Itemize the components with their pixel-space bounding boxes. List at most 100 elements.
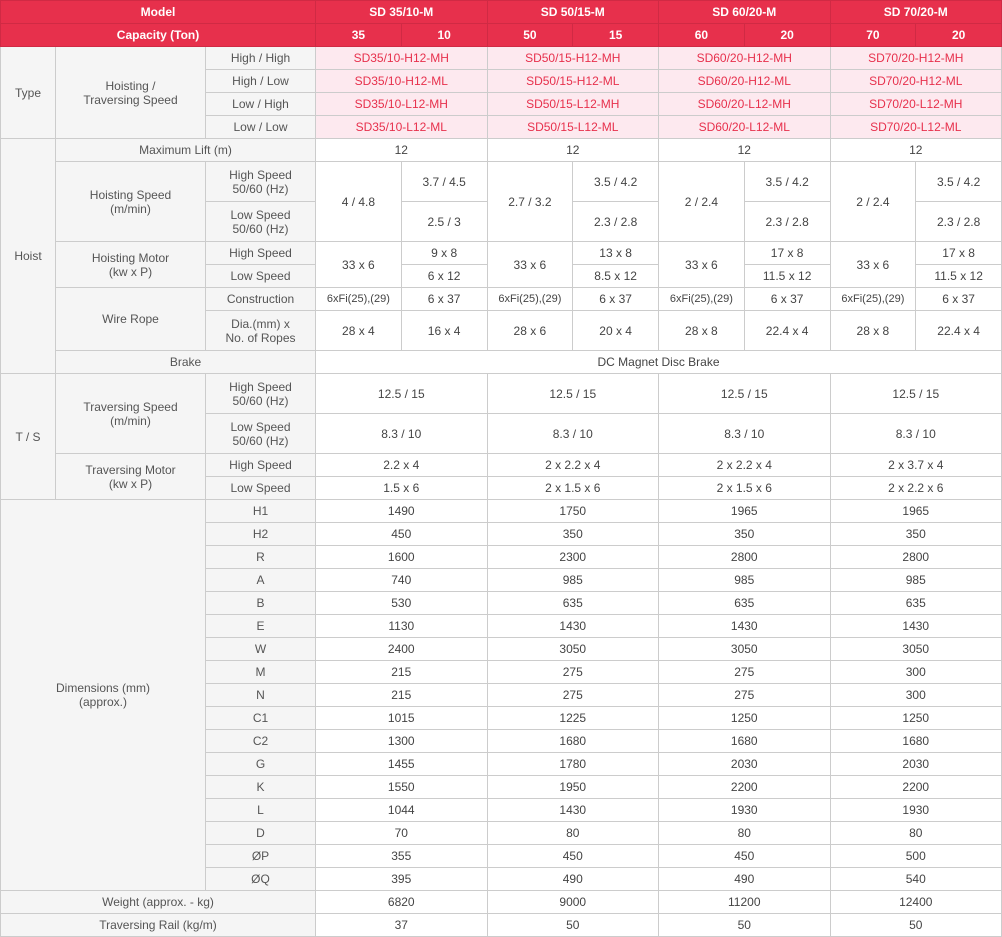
hs-main-1: 2.7 / 3.2 xyxy=(487,162,573,242)
tmotor-highlbl: High Speed xyxy=(206,454,316,477)
hoist-group: Hoist xyxy=(1,139,56,374)
tmotor-label: Traversing Motor (kw x P) xyxy=(56,454,206,500)
hs-auxh-2: 3.5 / 4.2 xyxy=(744,162,830,202)
dim-r10-0: 1300 xyxy=(316,730,488,753)
dim-r14-1: 80 xyxy=(487,822,659,845)
dim-r7-k: M xyxy=(206,661,316,684)
dim-r8-k: N xyxy=(206,684,316,707)
dim-r1-0: 450 xyxy=(316,523,488,546)
dim-r1-1: 350 xyxy=(487,523,659,546)
rail-1: 50 xyxy=(487,914,659,937)
dim-r6-3: 3050 xyxy=(830,638,1002,661)
dim-r13-k: L xyxy=(206,799,316,822)
tmh-1: 2 x 2.2 x 4 xyxy=(487,454,659,477)
dim-r2-k: R xyxy=(206,546,316,569)
type-r3c1: SD50/15-L12-ML xyxy=(487,116,659,139)
type-r3c0: SD35/10-L12-ML xyxy=(316,116,488,139)
hspeed-highlbl: High Speed 50/60 (Hz) xyxy=(206,162,316,202)
hm-auxl-1: 8.5 x 12 xyxy=(573,265,659,288)
dim-r2-1: 2300 xyxy=(487,546,659,569)
dim-r4-2: 635 xyxy=(659,592,831,615)
maxlift-2: 12 xyxy=(659,139,831,162)
rail-3: 50 xyxy=(830,914,1002,937)
type-r1c2: SD60/20-H12-ML xyxy=(659,70,831,93)
hs-auxh-3: 3.5 / 4.2 xyxy=(916,162,1002,202)
hm-auxh-2: 17 x 8 xyxy=(744,242,830,265)
dim-r3-0: 740 xyxy=(316,569,488,592)
dim-r12-2: 2200 xyxy=(659,776,831,799)
type-rowlabel: Hoisting / Traversing Speed xyxy=(56,47,206,139)
dim-r8-2: 275 xyxy=(659,684,831,707)
hdr-capacity: Capacity (Ton) xyxy=(1,24,316,47)
tsl-2: 8.3 / 10 xyxy=(659,414,831,454)
hm-main-1: 33 x 6 xyxy=(487,242,573,288)
wr-c3: 6 x 37 xyxy=(573,288,659,311)
hdr-model: Model xyxy=(1,1,316,24)
cap-1: 10 xyxy=(401,24,487,47)
dim-r7-1: 275 xyxy=(487,661,659,684)
dim-r14-2: 80 xyxy=(659,822,831,845)
type-r3c3: SD70/20-L12-ML xyxy=(830,116,1002,139)
type-sub-2: Low / High xyxy=(206,93,316,116)
weight-label: Weight (approx. - kg) xyxy=(1,891,316,914)
wr-c2: 6xFi(25),(29) xyxy=(487,288,573,311)
wt-1: 9000 xyxy=(487,891,659,914)
dim-r8-1: 275 xyxy=(487,684,659,707)
dim-r6-k: W xyxy=(206,638,316,661)
dim-r13-0: 1044 xyxy=(316,799,488,822)
hmotor-label: Hoisting Motor (kw x P) xyxy=(56,242,206,288)
brake-label: Brake xyxy=(56,351,316,374)
dim-r0-k: H1 xyxy=(206,500,316,523)
spec-table: Model SD 35/10-M SD 50/15-M SD 60/20-M S… xyxy=(0,0,1002,937)
tspeed-label: Traversing Speed (m/min) xyxy=(56,374,206,454)
dim-r6-1: 3050 xyxy=(487,638,659,661)
wirerope-label: Wire Rope xyxy=(56,288,206,351)
cap-7: 20 xyxy=(916,24,1002,47)
dim-r13-3: 1930 xyxy=(830,799,1002,822)
dim-r9-0: 1015 xyxy=(316,707,488,730)
hs-main-2: 2 / 2.4 xyxy=(659,162,745,242)
dim-r0-0: 1490 xyxy=(316,500,488,523)
tspeed-highlbl: High Speed 50/60 (Hz) xyxy=(206,374,316,414)
wr-d7: 22.4 x 4 xyxy=(916,311,1002,351)
type-group: Type xyxy=(1,47,56,139)
tsl-3: 8.3 / 10 xyxy=(830,414,1002,454)
dim-r0-1: 1750 xyxy=(487,500,659,523)
type-r0c3: SD70/20-H12-MH xyxy=(830,47,1002,70)
hm-main-2: 33 x 6 xyxy=(659,242,745,288)
cap-2: 50 xyxy=(487,24,573,47)
hs-auxh-0: 3.7 / 4.5 xyxy=(401,162,487,202)
dim-r11-2: 2030 xyxy=(659,753,831,776)
tmh-0: 2.2 x 4 xyxy=(316,454,488,477)
dim-r4-k: B xyxy=(206,592,316,615)
wr-constrlbl: Construction xyxy=(206,288,316,311)
hdr-m0: SD 35/10-M xyxy=(316,1,488,24)
hm-auxh-1: 13 x 8 xyxy=(573,242,659,265)
wt-0: 6820 xyxy=(316,891,488,914)
dim-r1-3: 350 xyxy=(830,523,1002,546)
tml-0: 1.5 x 6 xyxy=(316,477,488,500)
tml-2: 2 x 1.5 x 6 xyxy=(659,477,831,500)
dim-r16-0: 395 xyxy=(316,868,488,891)
type-r2c0: SD35/10-L12-MH xyxy=(316,93,488,116)
wr-d2: 28 x 6 xyxy=(487,311,573,351)
dim-r15-k: ØP xyxy=(206,845,316,868)
dim-r8-0: 215 xyxy=(316,684,488,707)
type-sub-0: High / High xyxy=(206,47,316,70)
wr-c7: 6 x 37 xyxy=(916,288,1002,311)
dim-r11-0: 1455 xyxy=(316,753,488,776)
dim-r10-k: C2 xyxy=(206,730,316,753)
dim-r1-k: H2 xyxy=(206,523,316,546)
type-r3c2: SD60/20-L12-ML xyxy=(659,116,831,139)
type-r2c1: SD50/15-L12-MH xyxy=(487,93,659,116)
wr-c1: 6 x 37 xyxy=(401,288,487,311)
tspeed-lowlbl: Low Speed 50/60 (Hz) xyxy=(206,414,316,454)
dim-r6-0: 2400 xyxy=(316,638,488,661)
hs-auxl-0: 2.5 / 3 xyxy=(401,202,487,242)
dim-r5-1: 1430 xyxy=(487,615,659,638)
dim-r3-2: 985 xyxy=(659,569,831,592)
tmh-3: 2 x 3.7 x 4 xyxy=(830,454,1002,477)
wr-d0: 28 x 4 xyxy=(316,311,402,351)
rail-0: 37 xyxy=(316,914,488,937)
type-r1c1: SD50/15-H12-ML xyxy=(487,70,659,93)
